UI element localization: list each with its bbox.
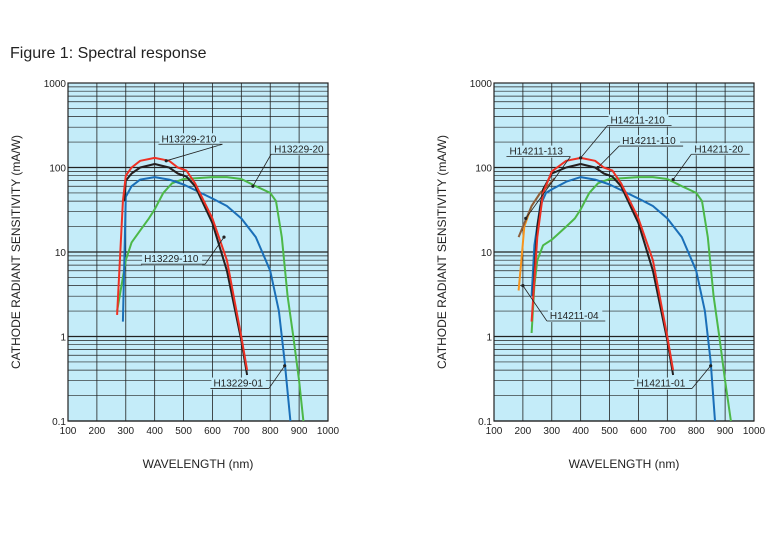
series-label: H14211-210 bbox=[611, 116, 666, 127]
series-line-H13229-20 bbox=[116, 176, 305, 422]
series-line-H13229-210 bbox=[116, 156, 249, 371]
figure-title: Figure 1: Spectral response bbox=[10, 45, 207, 62]
leader-line bbox=[252, 154, 272, 187]
leader-line bbox=[166, 143, 223, 162]
y-tick-label: 0.1 bbox=[52, 417, 66, 428]
x-tick-label: 200 bbox=[515, 426, 532, 437]
series-label-bg bbox=[507, 145, 568, 158]
leader-line bbox=[597, 145, 620, 168]
leader-arrow bbox=[671, 177, 675, 182]
series-line-H14211-113 bbox=[517, 177, 556, 238]
x-axis-label: WAVELENGTH (nm) bbox=[569, 457, 680, 471]
series-label: H14211-110 bbox=[622, 136, 676, 147]
leader-arrow bbox=[222, 235, 226, 239]
x-tick-label: 700 bbox=[233, 426, 250, 437]
series-label: H13229-01 bbox=[213, 379, 263, 390]
leader-arrow bbox=[579, 156, 583, 160]
x-tick-label: 1000 bbox=[743, 426, 766, 437]
x-tick-label: 300 bbox=[117, 426, 134, 437]
series-label-bg bbox=[692, 143, 747, 156]
series-label: H13229-110 bbox=[144, 254, 199, 265]
leader-line bbox=[204, 236, 225, 265]
y-axis-label: CATHODE RADIANT SENSITIVITY (mA/W) bbox=[435, 135, 449, 369]
leader-line bbox=[522, 285, 548, 322]
x-tick-label: 1000 bbox=[317, 426, 340, 437]
x-tick-label: 200 bbox=[89, 426, 106, 437]
plot-border bbox=[67, 82, 329, 422]
x-tick-label: 400 bbox=[146, 426, 163, 437]
x-tick-label: 700 bbox=[659, 426, 676, 437]
series-label-bg bbox=[142, 253, 203, 266]
leader-arrow bbox=[524, 216, 528, 220]
leader-line bbox=[672, 154, 692, 180]
chart-2: 100 200 300 400 500 600 700 800 900 1000 0.1 1 10 100… bbox=[435, 79, 766, 471]
y-tick-label: 10 bbox=[481, 248, 493, 259]
y-tick-label: 100 bbox=[49, 164, 66, 175]
leader-arrow bbox=[709, 364, 713, 368]
x-tick-label: 800 bbox=[262, 426, 279, 437]
series-label: H14211-20 bbox=[694, 144, 743, 155]
y-tick-label: 1000 bbox=[470, 79, 493, 90]
x-tick-label: 400 bbox=[572, 426, 589, 437]
y-tick-label: 1000 bbox=[44, 79, 67, 90]
series-line-H14211-20 bbox=[530, 176, 732, 422]
series-label: H13229-20 bbox=[274, 144, 324, 155]
leader-arrow bbox=[164, 159, 168, 163]
x-tick-label: 600 bbox=[204, 426, 221, 437]
series-line-H14211-01 bbox=[530, 176, 716, 422]
x-tick-label: 500 bbox=[601, 426, 618, 437]
y-tick-label: 100 bbox=[475, 164, 492, 175]
x-tick-label: 500 bbox=[175, 426, 192, 437]
series-label-bg bbox=[272, 143, 327, 156]
x-tick-label: 100 bbox=[60, 426, 77, 437]
leader-line bbox=[691, 365, 711, 389]
y-tick-label: 10 bbox=[55, 248, 67, 259]
y-tick-label: 1 bbox=[486, 333, 492, 344]
series-label-bg bbox=[159, 133, 220, 146]
x-tick-label: 600 bbox=[630, 426, 647, 437]
chart-1: 100 200 300 400 500 600 700 800 900 1000 0.1 1 10 100… bbox=[9, 79, 340, 471]
series-label-bg bbox=[211, 377, 266, 390]
plot-border bbox=[493, 82, 755, 422]
series-label: H14211-04 bbox=[550, 311, 599, 322]
x-tick-label: 900 bbox=[291, 426, 308, 437]
leader-arrow bbox=[283, 364, 287, 368]
x-tick-label: 900 bbox=[717, 426, 734, 437]
series-label-bg bbox=[620, 135, 681, 148]
leader-arrow bbox=[596, 165, 600, 170]
series-line-H13229-01 bbox=[121, 176, 292, 422]
series-label-bg bbox=[634, 377, 689, 390]
series-label-bg bbox=[547, 310, 603, 323]
leader-line bbox=[268, 365, 285, 389]
y-tick-label: 0.1 bbox=[478, 417, 492, 428]
y-tick-label: 1 bbox=[60, 333, 66, 344]
x-tick-label: 100 bbox=[486, 426, 503, 437]
y-axis-label: CATHODE RADIANT SENSITIVITY (mA/W) bbox=[9, 135, 23, 369]
x-axis-label: WAVELENGTH (nm) bbox=[143, 457, 254, 471]
leader-line bbox=[525, 156, 571, 219]
leader-line bbox=[580, 125, 608, 159]
leader-arrow bbox=[521, 284, 525, 288]
x-tick-label: 300 bbox=[543, 426, 560, 437]
series-label: H14211-01 bbox=[637, 379, 686, 390]
series-label: H14211-113 bbox=[509, 147, 563, 158]
series-line-H14211-210 bbox=[530, 156, 675, 371]
x-tick-label: 800 bbox=[688, 426, 705, 437]
leader-arrow bbox=[251, 184, 255, 188]
series-label: H13229-210 bbox=[161, 134, 216, 145]
series-line-H13229-110 bbox=[123, 163, 249, 376]
series-label-bg bbox=[608, 114, 669, 127]
